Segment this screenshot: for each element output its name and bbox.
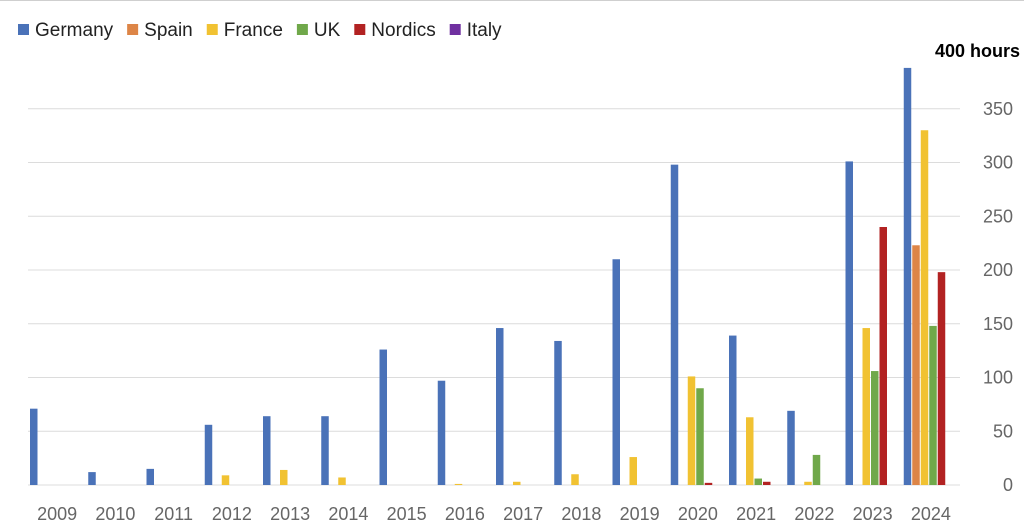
- x-tick-label: 2022: [794, 504, 834, 523]
- bar-germany-2012: [204, 424, 213, 485]
- x-tick-label: 2019: [620, 504, 660, 523]
- x-tick-label: 2023: [853, 504, 893, 523]
- bars: [30, 67, 946, 486]
- bar-germany-2010: [88, 472, 96, 485]
- bar-germany-2014: [321, 416, 329, 485]
- x-tick-label: 2017: [503, 504, 543, 523]
- bar-nordics-2024: [937, 272, 946, 485]
- y-tick-label: 200: [983, 260, 1013, 280]
- bar-germany-2024: [903, 67, 912, 486]
- unit-label: 400 hours: [935, 41, 1020, 61]
- bar-uk-2024: [929, 325, 937, 485]
- bar-germany-2018: [554, 340, 562, 485]
- bar-germany-2015: [379, 349, 387, 485]
- x-tick-label: 2009: [37, 504, 77, 523]
- legend-label-uk: UK: [314, 20, 341, 41]
- bar-france-2023: [862, 328, 870, 485]
- legend-swatch-france: [206, 24, 218, 35]
- x-tick-label: 2016: [445, 504, 485, 523]
- legend-swatch-uk: [296, 24, 308, 35]
- bar-germany-2013: [263, 416, 271, 485]
- x-tick-label: 2013: [270, 504, 310, 523]
- y-tick-label: 350: [983, 99, 1013, 119]
- legend: Germany Spain France UK Nordics Italy: [18, 20, 502, 41]
- bar-france-2016: [454, 483, 463, 485]
- bar-france-2024: [920, 130, 929, 485]
- y-tick-label: 250: [983, 206, 1013, 226]
- x-tick-label: 2020: [678, 504, 718, 523]
- bar-france-2012: [221, 475, 230, 485]
- bar-france-2020: [687, 376, 696, 485]
- legend-label-france: France: [224, 20, 283, 41]
- x-tick-label: 2015: [387, 504, 427, 523]
- bar-france-2014: [338, 477, 346, 485]
- bar-germany-2009: [30, 408, 38, 485]
- bar-france-2013: [280, 469, 288, 485]
- y-tick-label: 50: [993, 421, 1013, 441]
- bar-france-2018: [571, 474, 579, 485]
- legend-label-spain: Spain: [144, 20, 193, 41]
- bar-germany-2023: [845, 161, 853, 486]
- x-tick-label: 2018: [561, 504, 601, 523]
- x-tick-label: 2012: [212, 504, 252, 523]
- bar-france-2019: [629, 457, 637, 485]
- legend-swatch-italy: [449, 24, 461, 35]
- legend-label-italy: Italy: [467, 20, 502, 41]
- legend-label-germany: Germany: [35, 20, 114, 41]
- y-tick-label: 150: [983, 314, 1013, 334]
- x-tick-label: 2014: [328, 504, 368, 523]
- bar-uk-2023: [871, 371, 879, 485]
- legend-label-nordics: Nordics: [371, 20, 435, 41]
- x-tick-label: 2010: [95, 504, 135, 523]
- bar-uk-2021: [754, 478, 762, 485]
- y-axis-ticks: 0 50 100 150 200 250 300 350: [983, 99, 1013, 495]
- y-tick-label: 300: [983, 153, 1013, 173]
- bar-uk-2020: [696, 388, 704, 485]
- legend-swatch-spain: [127, 24, 139, 35]
- gridlines: [28, 108, 960, 486]
- bar-nordics-2023: [879, 227, 887, 485]
- legend-swatch-nordics: [354, 24, 366, 35]
- x-axis-ticks: 2009 2010 2011 2012 2013 2014 2015 2016 2017 2018…: [37, 504, 951, 523]
- bar-spain-2024: [912, 245, 920, 485]
- bar-germany-2022: [787, 410, 795, 485]
- x-tick-label: 2011: [154, 504, 193, 523]
- bar-germany-2020: [670, 164, 679, 485]
- bar-uk-2022: [812, 454, 821, 485]
- x-tick-label: 2024: [911, 504, 951, 523]
- y-tick-label: 100: [983, 368, 1013, 388]
- bar-nordics-2021: [763, 481, 771, 485]
- bar-france-2017: [513, 481, 521, 485]
- bar-france-2022: [804, 481, 812, 485]
- bar-germany-2017: [496, 328, 504, 485]
- bar-germany-2019: [612, 259, 620, 485]
- bar-nordics-2020: [704, 482, 713, 485]
- legend-swatch-germany: [18, 24, 29, 35]
- bar-france-2021: [746, 417, 754, 485]
- bar-germany-2021: [729, 335, 737, 485]
- bar-germany-2016: [437, 380, 446, 485]
- x-tick-label: 2021: [736, 504, 776, 523]
- y-tick-label: 0: [1003, 475, 1013, 495]
- bar-germany-2011: [146, 468, 154, 485]
